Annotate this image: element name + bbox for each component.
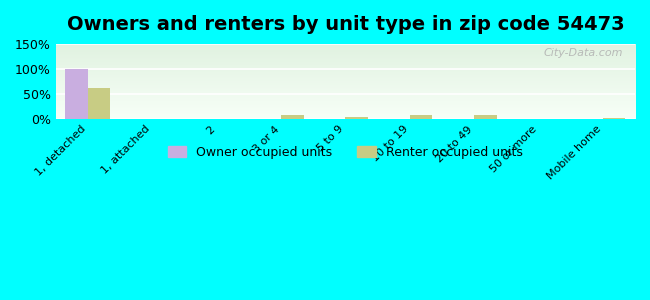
Bar [603,118,625,119]
Bar [66,69,88,119]
Title: Owners and renters by unit type in zip code 54473: Owners and renters by unit type in zip c… [66,15,624,34]
Text: City-Data.com: City-Data.com [544,48,623,58]
Bar [281,115,304,119]
Bar [474,115,497,119]
Bar [410,115,432,119]
Legend: Owner occupied units, Renter occupied units: Owner occupied units, Renter occupied un… [162,141,528,164]
Bar [345,117,368,119]
Bar [88,88,110,119]
